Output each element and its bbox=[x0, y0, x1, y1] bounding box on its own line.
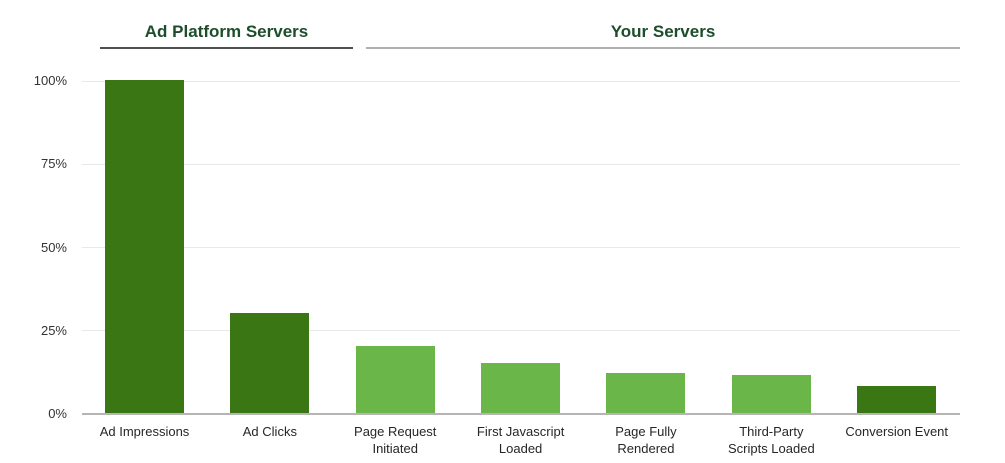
category-label: Ad Impressions bbox=[99, 424, 190, 439]
category-label: Conversion Event bbox=[845, 424, 949, 439]
bar-first-javascript-loaded bbox=[481, 363, 561, 413]
group-header-label: Your Servers bbox=[610, 22, 716, 41]
category-label: First Javascript Loaded bbox=[476, 424, 565, 456]
category-label: Third-Party Scripts Loaded bbox=[727, 424, 815, 456]
y-tick-label: 0% bbox=[48, 406, 67, 421]
group-header-label: Ad Platform Servers bbox=[144, 22, 309, 41]
gridline-50% bbox=[82, 247, 960, 248]
y-tick-label: 25% bbox=[40, 322, 67, 338]
y-tick-label: 100% bbox=[33, 73, 67, 88]
bar-ad-impressions bbox=[105, 80, 184, 413]
y-tick-label: 50% bbox=[40, 239, 67, 255]
x-axis-baseline bbox=[82, 413, 960, 415]
bar-third-party-scripts-loaded bbox=[731, 374, 811, 413]
bar-ad-clicks bbox=[230, 313, 310, 413]
gridline-100% bbox=[82, 80, 960, 82]
group-header-your-servers: Your Servers bbox=[366, 14, 960, 49]
bar-conversion-event bbox=[857, 386, 937, 413]
gridline-25% bbox=[82, 330, 960, 332]
plot-area bbox=[0, 80, 1005, 415]
category-label: Page Request Initiated bbox=[354, 424, 437, 456]
category-label: Page Fully Rendered bbox=[615, 424, 677, 456]
bar-page-request-initiated bbox=[355, 346, 435, 413]
y-tick-label: 75% bbox=[40, 156, 67, 172]
bar-page-fully-rendered bbox=[606, 373, 686, 413]
category-label: Ad Clicks bbox=[242, 424, 297, 439]
group-header-ad-platform-servers: Ad Platform Servers bbox=[100, 14, 353, 49]
gridline-75% bbox=[82, 163, 960, 165]
